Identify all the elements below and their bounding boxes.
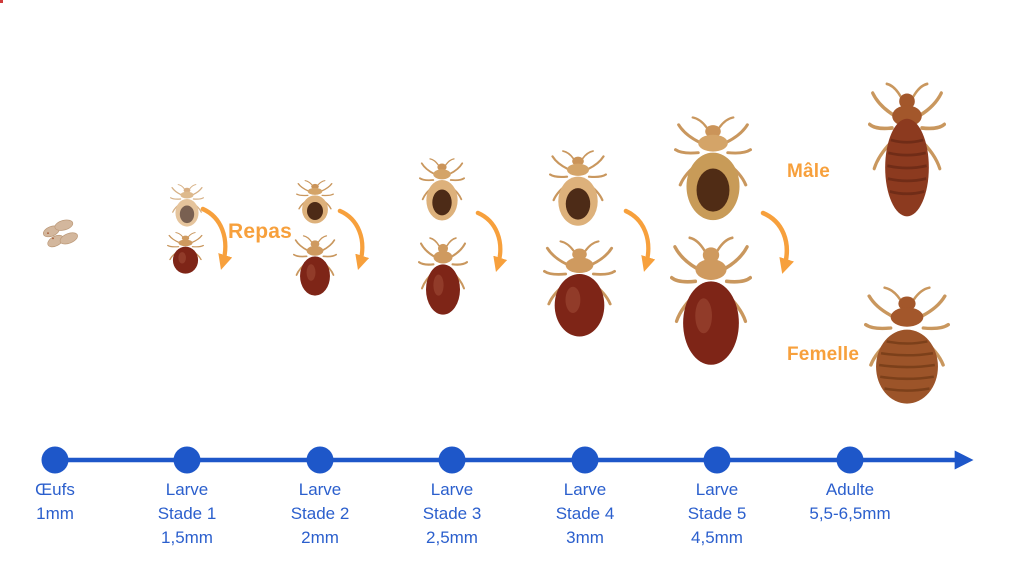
stage-label-line: 4,5mm <box>691 528 743 547</box>
eggs-image <box>38 212 88 256</box>
stage-label-line: Stade 3 <box>422 504 482 523</box>
larva-stage4-unfed-image <box>549 150 607 230</box>
stage-label-line: 3mm <box>566 528 604 547</box>
stage-label-line: Stade 2 <box>290 504 350 523</box>
larva-stage3-unfed-image <box>419 158 465 224</box>
larva-stage1-fed-image <box>167 232 204 276</box>
moult-arrow-icon <box>760 210 796 280</box>
timeline-dot <box>703 446 731 474</box>
moult-arrow-icon <box>623 208 657 278</box>
female-label: Femelle <box>787 344 860 365</box>
timeline-stage-label-larve-1: Larve Stade 1 1,5mm <box>112 478 262 550</box>
timeline-dot <box>836 446 864 474</box>
stage-label-line: 5,5-6,5mm <box>809 504 891 523</box>
timeline-stage-label-larve-2: Larve Stade 2 2mm <box>245 478 395 550</box>
male-label: Mâle <box>787 161 831 182</box>
larva-stage2-fed-image <box>293 235 337 299</box>
stage-label-line: Stade 4 <box>555 504 615 523</box>
timeline-axis <box>0 438 1017 482</box>
timeline-dot <box>41 446 69 474</box>
moult-arrow-icon <box>200 206 234 276</box>
larva-stage5-fed-image <box>670 236 752 372</box>
timeline-stage-label-adulte: Adulte 5,5-6,5mm <box>775 478 925 526</box>
stage-label-line: 1,5mm <box>161 528 213 547</box>
stage-label-line: Stade 1 <box>157 504 217 523</box>
stage-label-line: Larve <box>430 480 474 499</box>
stage-label-line: 1mm <box>36 504 74 523</box>
stage-label-line: Larve <box>298 480 342 499</box>
timeline-dot <box>306 446 334 474</box>
larva-stage3-fed-image <box>418 237 468 319</box>
timeline-stage-label-oeufs: Œufs 1mm <box>0 478 130 526</box>
stage-label-line: Stade 5 <box>687 504 747 523</box>
stage-label-line: Œufs <box>35 480 75 499</box>
timeline-dot <box>571 446 599 474</box>
stage-label-line: Larve <box>563 480 607 499</box>
timeline-stage-label-larve-5: Larve Stade 5 4,5mm <box>642 478 792 550</box>
stage-label-line: Larve <box>165 480 209 499</box>
larva-stage2-unfed-image <box>296 180 334 226</box>
timeline-stage-label-larve-3: Larve Stade 3 2,5mm <box>377 478 527 550</box>
larva-stage4-fed-image <box>543 240 616 342</box>
larva-stage5-unfed-image <box>674 116 752 226</box>
adult-female-image <box>864 286 950 412</box>
stage-label-line: 2,5mm <box>426 528 478 547</box>
stage-label-line: Larve <box>695 480 739 499</box>
stage-label-line: 2mm <box>301 528 339 547</box>
larva-stage1-unfed-image <box>170 184 204 229</box>
screen-artifact-dot <box>0 0 3 3</box>
timeline-stage-label-larve-4: Larve Stade 4 3mm <box>510 478 660 550</box>
moult-arrow-icon <box>475 210 509 278</box>
adult-male-image <box>868 82 946 220</box>
stage-label-line: Adulte <box>825 480 875 499</box>
moult-arrow-icon <box>337 208 371 276</box>
repas-label: Repas <box>228 220 293 243</box>
timeline-dot <box>173 446 201 474</box>
timeline-dot <box>438 446 466 474</box>
